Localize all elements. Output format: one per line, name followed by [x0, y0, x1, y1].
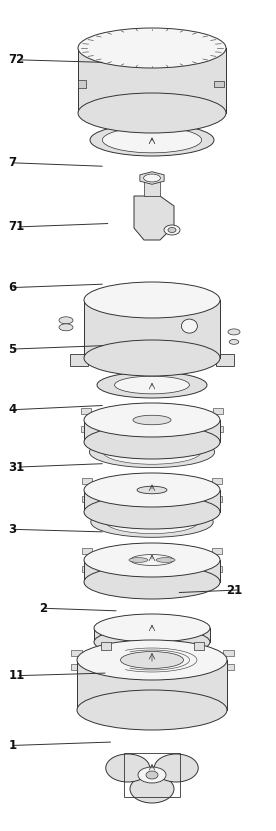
Ellipse shape [84, 473, 220, 507]
Ellipse shape [164, 225, 180, 235]
Ellipse shape [156, 558, 175, 563]
Ellipse shape [84, 543, 220, 577]
Ellipse shape [77, 640, 227, 680]
Ellipse shape [181, 319, 197, 333]
Ellipse shape [97, 372, 207, 398]
Text: 7: 7 [8, 156, 16, 170]
Polygon shape [71, 664, 82, 670]
Ellipse shape [155, 625, 181, 631]
Ellipse shape [130, 775, 174, 803]
Polygon shape [78, 80, 86, 88]
Ellipse shape [106, 510, 198, 534]
Ellipse shape [154, 754, 198, 782]
Ellipse shape [77, 690, 227, 730]
Polygon shape [223, 664, 234, 670]
Polygon shape [147, 635, 158, 641]
Ellipse shape [129, 558, 148, 563]
Polygon shape [140, 172, 164, 184]
Ellipse shape [84, 495, 220, 529]
Ellipse shape [110, 410, 194, 430]
Text: 6: 6 [8, 281, 17, 294]
Polygon shape [70, 354, 88, 366]
Ellipse shape [94, 614, 210, 642]
Ellipse shape [84, 282, 220, 318]
Polygon shape [94, 628, 210, 642]
Ellipse shape [103, 440, 201, 465]
Ellipse shape [84, 403, 220, 437]
Text: 21: 21 [226, 583, 243, 597]
Polygon shape [84, 560, 220, 582]
Text: 5: 5 [8, 342, 17, 356]
Ellipse shape [84, 425, 220, 459]
Polygon shape [147, 679, 158, 685]
Ellipse shape [123, 625, 148, 631]
Ellipse shape [84, 340, 220, 376]
Polygon shape [144, 178, 160, 196]
Ellipse shape [84, 565, 220, 599]
Polygon shape [223, 650, 234, 656]
Polygon shape [81, 425, 91, 431]
Bar [124, 753, 180, 797]
Ellipse shape [120, 620, 184, 636]
Ellipse shape [229, 340, 239, 344]
Ellipse shape [59, 324, 73, 331]
Polygon shape [216, 354, 234, 366]
Ellipse shape [106, 754, 150, 782]
Ellipse shape [228, 329, 240, 335]
Text: 31: 31 [8, 460, 25, 474]
Ellipse shape [85, 30, 219, 66]
Text: 72: 72 [8, 53, 25, 66]
Polygon shape [134, 196, 174, 240]
Polygon shape [212, 479, 222, 484]
Text: 71: 71 [8, 220, 25, 234]
Ellipse shape [121, 652, 184, 668]
Polygon shape [82, 548, 92, 554]
Polygon shape [212, 566, 222, 572]
Polygon shape [82, 566, 92, 572]
Ellipse shape [108, 36, 197, 60]
Ellipse shape [98, 646, 206, 675]
Ellipse shape [110, 549, 194, 571]
Polygon shape [193, 642, 203, 650]
Text: 3: 3 [8, 523, 16, 536]
Polygon shape [212, 495, 222, 502]
Polygon shape [84, 490, 220, 512]
Ellipse shape [94, 628, 210, 656]
Ellipse shape [78, 28, 226, 68]
Polygon shape [84, 300, 220, 358]
Ellipse shape [78, 93, 226, 133]
Ellipse shape [102, 127, 201, 153]
Text: 11: 11 [8, 669, 25, 682]
Polygon shape [212, 548, 222, 554]
Text: 2: 2 [39, 602, 47, 615]
Polygon shape [82, 479, 92, 484]
Ellipse shape [91, 507, 213, 538]
Ellipse shape [90, 124, 214, 156]
Ellipse shape [144, 174, 160, 182]
Ellipse shape [138, 767, 166, 783]
Ellipse shape [89, 436, 214, 468]
Polygon shape [71, 650, 82, 656]
Polygon shape [213, 425, 223, 431]
Polygon shape [81, 408, 91, 415]
Polygon shape [78, 48, 226, 113]
Text: 4: 4 [8, 403, 17, 416]
Text: 1: 1 [8, 739, 16, 752]
Polygon shape [214, 81, 224, 86]
Polygon shape [82, 495, 92, 502]
Ellipse shape [146, 771, 158, 779]
Ellipse shape [115, 376, 189, 394]
Ellipse shape [137, 486, 167, 494]
Ellipse shape [59, 317, 73, 324]
Polygon shape [100, 642, 110, 650]
Polygon shape [77, 660, 227, 710]
Polygon shape [213, 408, 223, 415]
Ellipse shape [119, 482, 185, 498]
Polygon shape [84, 420, 220, 442]
Polygon shape [132, 291, 172, 302]
Ellipse shape [168, 228, 176, 233]
Ellipse shape [133, 416, 171, 425]
